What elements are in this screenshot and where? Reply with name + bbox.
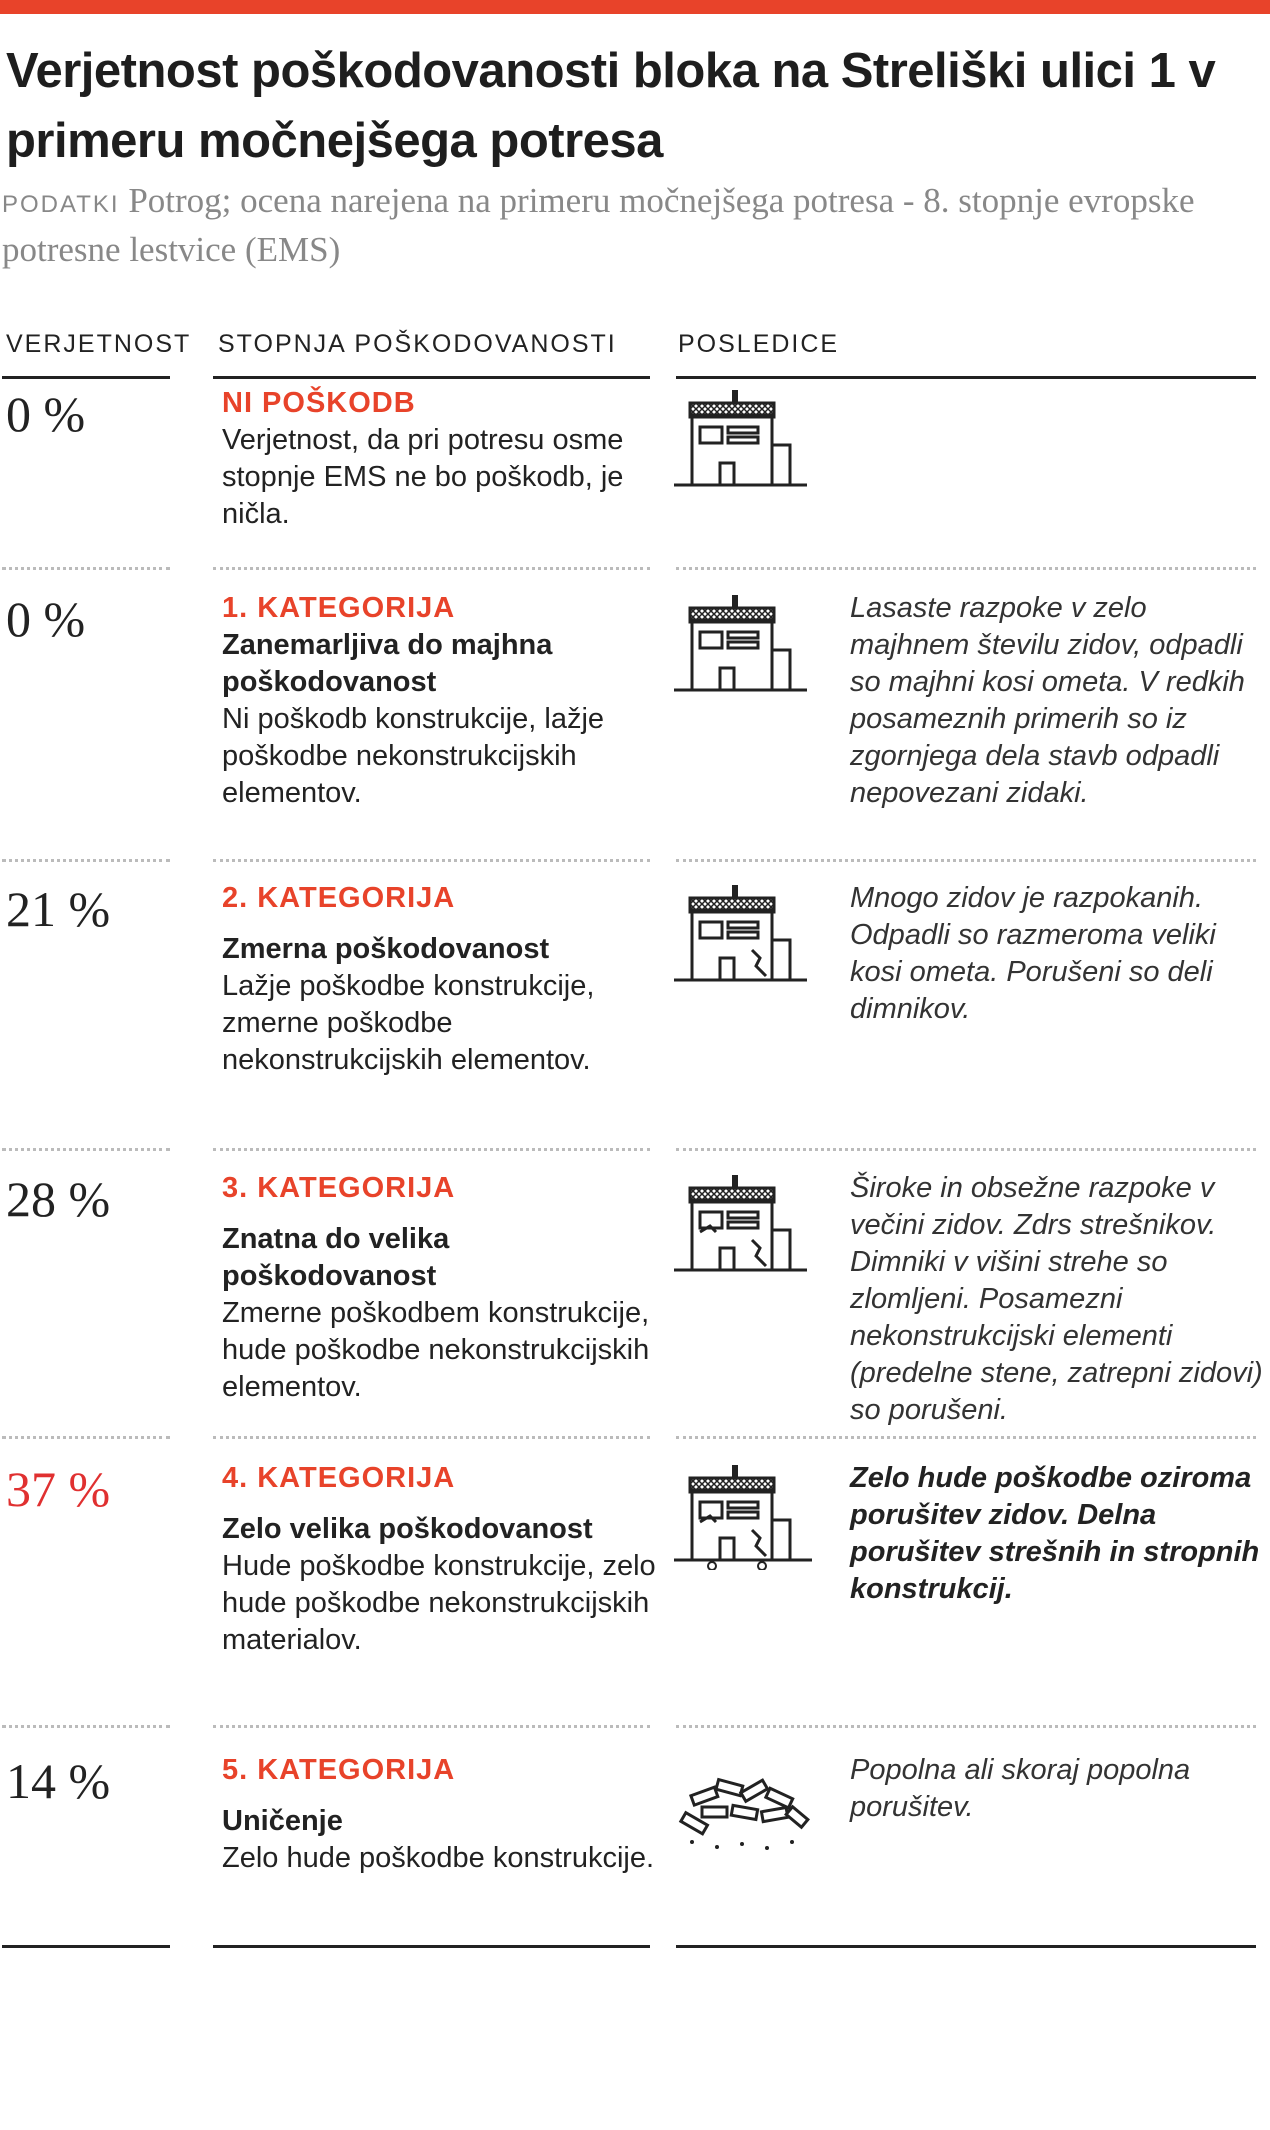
category-name: Zmerna poškodovanost xyxy=(222,933,550,965)
damage-category: 3. KATEGORIJA Znatna do velika poškodovan… xyxy=(222,1170,662,1406)
category-text: Zelo hude poškodbe konstrukcije. xyxy=(222,1842,655,1874)
row-divider xyxy=(676,1725,1256,1728)
row-divider xyxy=(213,567,650,570)
row-divider xyxy=(213,1725,650,1728)
header-rule xyxy=(676,376,1256,379)
row-divider xyxy=(676,567,1256,570)
probability-value: 37 % xyxy=(6,1461,111,1517)
slightly-damaged-house-icon xyxy=(672,590,822,700)
bottom-rule xyxy=(676,1945,1256,1948)
intact-house-icon xyxy=(672,385,822,495)
category-text: Lažje poškodbe konstrukcije, zmerne pošk… xyxy=(222,970,595,1076)
row-divider xyxy=(676,1148,1256,1151)
damage-category: NI POŠKODB Verjetnost, da pri potresu osm… xyxy=(222,385,662,533)
damage-category: 2. KATEGORIJA Zmerna poškodovanost Lažje p… xyxy=(222,880,662,1079)
header-rule xyxy=(2,376,170,379)
probability-value: 28 % xyxy=(6,1171,111,1227)
row-divider xyxy=(676,1436,1256,1439)
header-consequences: POSLEDICE xyxy=(678,330,840,358)
top-accent-bar xyxy=(0,0,1270,14)
rubble-icon xyxy=(672,1752,822,1862)
category-label: 3. KATEGORIJA xyxy=(222,1172,456,1204)
damage-category: 5. KATEGORIJA Uničenje Zelo hude poškodbe … xyxy=(222,1752,662,1877)
category-text: Verjetnost, da pri potresu osme stopnje … xyxy=(222,424,624,530)
row-divider xyxy=(213,1148,650,1151)
row-divider xyxy=(213,859,650,862)
row-divider xyxy=(676,859,1256,862)
header-degree: STOPNJA POŠKODOVANOSTI xyxy=(218,330,617,358)
row-divider xyxy=(2,1436,170,1439)
category-text: Ni poškodb konstrukcije, lažje poškodbe … xyxy=(222,703,605,809)
consequence-text: Zelo hude poškodbe oziroma porušitev zid… xyxy=(850,1462,1260,1605)
category-name: Zelo velika poškodovanost xyxy=(222,1513,593,1545)
category-name: Znatna do velika poškodovanost xyxy=(222,1223,450,1292)
category-label: 5. KATEGORIJA xyxy=(222,1754,456,1786)
consequence-text: Lasaste razpoke v zelo majhnem številu z… xyxy=(850,592,1245,809)
consequence-text: Široke in obsežne razpoke v večini zidov… xyxy=(850,1172,1263,1426)
category-name: Uničenje xyxy=(222,1805,343,1837)
consequence-text: Popolna ali skoraj popolna porušitev. xyxy=(850,1754,1191,1823)
row-divider xyxy=(2,567,170,570)
category-label: NI POŠKODB xyxy=(222,387,416,419)
probability-value: 0 % xyxy=(6,591,86,647)
row-divider xyxy=(2,1725,170,1728)
probability-value: 21 % xyxy=(6,881,111,937)
row-divider xyxy=(213,1436,650,1439)
row-divider xyxy=(2,859,170,862)
source-text: Potrog; ocena narejena na primeru močnej… xyxy=(2,181,1195,269)
category-name: Zanemarljiva do majhna poškodovanost xyxy=(222,629,553,698)
category-label: 2. KATEGORIJA xyxy=(222,882,456,914)
category-text: Hude poškodbe konstrukcije, zelo hude po… xyxy=(222,1550,656,1656)
source-label: PODATKI xyxy=(2,191,120,218)
collapsing-house-icon xyxy=(672,1460,822,1571)
heavily-damaged-house-icon xyxy=(672,1170,822,1280)
row-divider xyxy=(2,1148,170,1151)
consequence-text: Mnogo zidov je razpokanih. Odpadli so ra… xyxy=(850,882,1216,1025)
probability-value: 0 % xyxy=(6,386,86,442)
bottom-rule xyxy=(213,1945,650,1948)
bottom-rule xyxy=(2,1945,170,1948)
category-label: 1. KATEGORIJA xyxy=(222,592,456,624)
cracked-house-icon xyxy=(672,880,822,990)
category-label: 4. KATEGORIJA xyxy=(222,1462,456,1494)
page-title: Verjetnost poškodovanosti bloka na Strel… xyxy=(6,44,1216,168)
source-note: PODATKI Potrog; ocena narejena na primer… xyxy=(2,178,1202,272)
probability-value: 14 % xyxy=(6,1753,111,1809)
damage-category: 1. KATEGORIJA Zanemarljiva do majhna pošk… xyxy=(222,590,662,812)
damage-category: 4. KATEGORIJA Zelo velika poškodovanost Hu… xyxy=(222,1460,662,1659)
category-text: Zmerne poškodbem konstrukcije, hude pošk… xyxy=(222,1297,650,1403)
header-rule xyxy=(213,376,650,379)
header-probability: VERJETNOST xyxy=(6,330,192,358)
